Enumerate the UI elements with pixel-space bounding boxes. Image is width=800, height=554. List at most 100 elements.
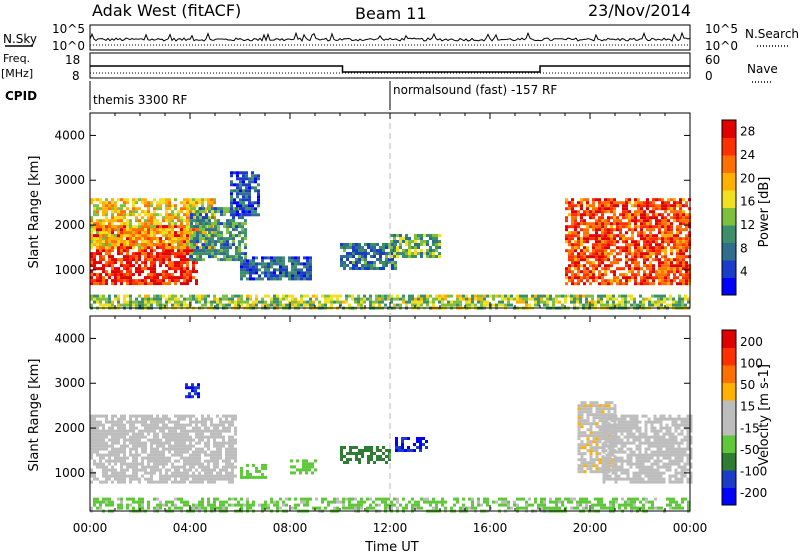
range-cell [144, 456, 147, 460]
range-cell [255, 469, 258, 473]
range-cell [270, 262, 273, 266]
range-cell [391, 258, 394, 261]
range-cell [129, 267, 132, 271]
range-cell [232, 258, 235, 262]
range-cell [631, 204, 634, 208]
range-cell [637, 252, 640, 256]
range-cell [305, 459, 308, 463]
range-cell [438, 246, 441, 249]
range-cell [285, 265, 288, 269]
range-cell [382, 249, 385, 252]
range-cell [352, 249, 355, 252]
range-cell [577, 225, 580, 229]
range-cell [628, 225, 631, 229]
range-cell [385, 255, 388, 258]
range-cell [605, 474, 609, 478]
range-cell [658, 243, 661, 247]
range-cell [655, 276, 658, 280]
range-cell [222, 444, 225, 448]
range-cell [673, 243, 676, 247]
range-cell [586, 207, 589, 211]
range-cell [222, 294, 225, 298]
range-cell [102, 474, 105, 478]
range-cell [211, 228, 214, 232]
range-cell [138, 252, 141, 256]
range-cell [655, 222, 658, 226]
range-cell [649, 216, 652, 220]
range-cell [657, 294, 660, 298]
range-cell [244, 255, 247, 259]
range-cell [276, 297, 279, 301]
range-cell [471, 294, 474, 298]
range-cell [150, 246, 153, 250]
range-cell [267, 265, 270, 269]
range-cell [614, 480, 618, 484]
range-cell [202, 249, 205, 253]
range-cell [162, 462, 165, 466]
range-cell [589, 270, 592, 274]
range-cell [90, 216, 93, 220]
range-cell [204, 450, 207, 454]
range-cell [123, 441, 126, 445]
range-cell [685, 267, 688, 271]
range-cell [577, 267, 580, 271]
range-cell [288, 256, 291, 260]
range-cell [592, 264, 595, 268]
range-cell [339, 300, 342, 304]
range-cell [105, 471, 108, 475]
range-cell [615, 297, 618, 301]
range-cell [580, 440, 584, 444]
range-cell [528, 303, 531, 307]
range-cell [108, 444, 111, 448]
range-cell [652, 270, 655, 274]
range-cell [189, 204, 192, 208]
range-cell [264, 271, 267, 275]
range-cell [174, 267, 177, 271]
range-cell [93, 237, 96, 241]
range-cell [141, 450, 144, 454]
range-cell [595, 440, 599, 444]
range-cell [231, 300, 234, 304]
range-cell [235, 234, 238, 238]
range-cell [601, 225, 604, 229]
range-cell [159, 282, 162, 286]
range-cell [129, 480, 132, 484]
range-cell [205, 237, 208, 241]
range-cell [201, 468, 204, 472]
range-cell [129, 441, 132, 445]
range-cell [358, 261, 361, 264]
range-cell [150, 465, 153, 469]
range-cell [168, 198, 171, 202]
range-cell [417, 243, 420, 246]
range-cell [261, 475, 264, 479]
range-cell [682, 240, 685, 244]
range-cell [435, 237, 438, 240]
range-cell [607, 210, 610, 214]
range-cell [144, 255, 147, 259]
range-cell [102, 279, 105, 283]
range-cell [282, 265, 285, 269]
range-cell [349, 243, 352, 246]
range-cell [105, 198, 108, 202]
range-cell [626, 453, 630, 457]
range-cell [414, 300, 417, 304]
range-cell [195, 417, 198, 421]
range-cell [309, 274, 312, 278]
range-cell [174, 225, 177, 229]
range-cell [604, 401, 608, 405]
range-cell [249, 277, 252, 281]
range-cell [138, 237, 141, 241]
nsky-label: N.Sky [3, 32, 37, 46]
range-cell [235, 252, 238, 256]
range-cell [608, 447, 612, 451]
range-cell [357, 300, 360, 304]
range-cell [126, 462, 129, 466]
range-cell [205, 222, 208, 226]
range-cell [617, 429, 621, 433]
range-cell [211, 222, 214, 226]
range-cell [408, 240, 411, 243]
range-cell [108, 432, 111, 436]
range-cell [246, 265, 249, 269]
range-cell [232, 240, 235, 244]
range-cell [438, 294, 441, 298]
